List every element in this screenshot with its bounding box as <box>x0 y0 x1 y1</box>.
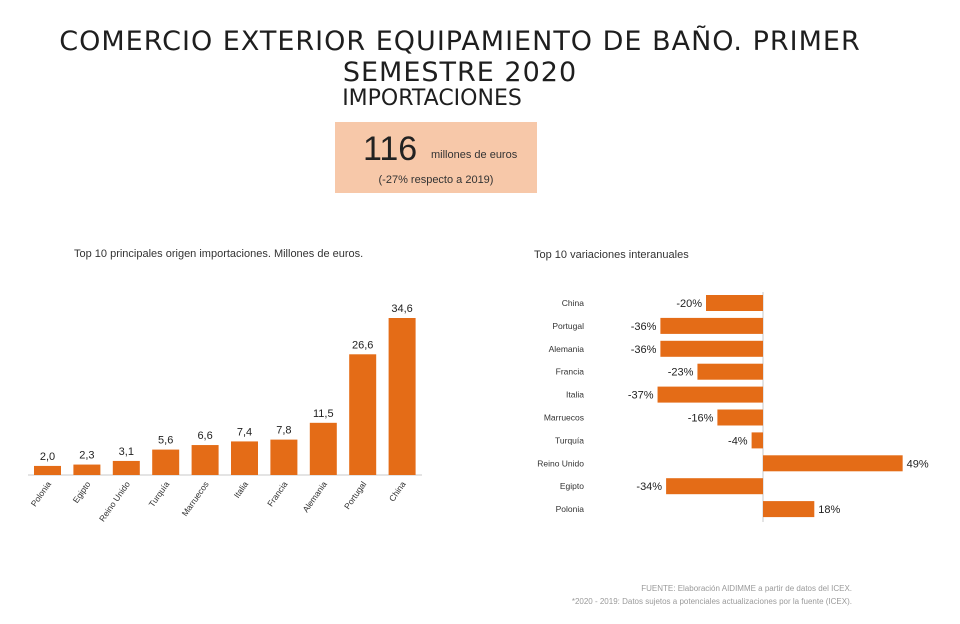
category-tick-label: China <box>562 298 584 308</box>
category-tick-label: Egipto <box>560 481 584 491</box>
bar-value-label: -4% <box>728 435 748 447</box>
hbar-italia <box>657 386 763 403</box>
bar-value-label: -20% <box>676 298 702 310</box>
category-tick-label: Francia <box>556 367 585 377</box>
bar-value-label: -37% <box>628 390 654 402</box>
bar-value-label: 3,1 <box>119 446 134 458</box>
right-chart-title: Top 10 variaciones interanuales <box>534 249 689 261</box>
hbar-alemania <box>660 340 763 357</box>
category-tick-label: Portugal <box>342 479 368 511</box>
category-tick-label: Turquía <box>147 479 172 509</box>
bar-value-label: -23% <box>668 367 694 379</box>
category-tick-label: Reino Unido <box>537 458 584 468</box>
bar-francia <box>270 439 298 475</box>
source-note: FUENTE: Elaboración AIDIMME a partir de … <box>641 584 852 593</box>
hbar-egipto <box>666 478 763 495</box>
bar-value-label: 2,3 <box>79 450 94 462</box>
kpi-change: (-27% respecto a 2019) <box>378 174 494 186</box>
category-tick-label: Portugal <box>552 321 584 331</box>
category-tick-label: Polonia <box>29 479 54 508</box>
data-note: *2020 - 2019: Datos sujetos a potenciale… <box>571 597 852 606</box>
category-tick-label: Marruecos <box>544 413 584 423</box>
bar-value-label: -36% <box>631 344 657 356</box>
bar-portugal <box>349 354 377 475</box>
category-tick-label: Polonia <box>556 504 585 514</box>
bar-italia <box>231 441 258 475</box>
bar-polonia <box>34 465 61 475</box>
category-tick-label: Marruecos <box>180 479 211 518</box>
category-tick-label: Italia <box>566 390 584 400</box>
bar-alemania <box>309 422 337 475</box>
bar-value-label: 2,0 <box>40 451 55 463</box>
hbar-reino-unido <box>763 455 903 472</box>
category-tick-label: Turquía <box>555 435 584 445</box>
category-tick-label: Alemania <box>549 344 585 354</box>
hbar-francia <box>697 363 763 380</box>
bar-value-label: 49% <box>907 458 929 470</box>
bar-value-label: -16% <box>688 413 714 425</box>
category-tick-label: Reino Unido <box>97 479 132 523</box>
bar-china <box>388 318 416 475</box>
page-title: COMERCIO EXTERIOR EQUIPAMIENTO DE BAÑO. … <box>59 26 861 88</box>
hbar-polonia <box>763 501 815 518</box>
category-tick-label: Francia <box>265 479 290 508</box>
bar-egipto <box>73 464 101 475</box>
bar-value-label: 7,8 <box>276 425 291 437</box>
kpi-unit: millones de euros <box>431 149 518 161</box>
hbar-china <box>706 295 763 311</box>
section-title: IMPORTACIONES <box>342 86 522 111</box>
bar-reino-unido <box>112 460 140 475</box>
hbar-portugal <box>660 317 763 334</box>
hbar-marruecos <box>717 409 763 426</box>
bar-value-label: 6,6 <box>197 430 212 442</box>
category-tick-label: Alemania <box>300 479 329 514</box>
kpi-value: 116 <box>363 130 418 168</box>
left-chart-title: Top 10 principales origen importaciones.… <box>74 248 364 260</box>
category-tick-label: China <box>387 479 408 503</box>
bar-value-label: -36% <box>631 321 657 333</box>
hbar-turquía <box>751 432 763 449</box>
category-tick-label: Egipto <box>71 479 93 505</box>
bar-value-label: 18% <box>818 504 840 516</box>
bar-marruecos <box>191 445 219 475</box>
bar-value-label: 7,4 <box>237 426 252 438</box>
bar-value-label: 34,6 <box>391 303 412 315</box>
category-tick-label: Italia <box>232 479 251 500</box>
bar-value-label: 11,5 <box>313 408 334 420</box>
bar-value-label: 5,6 <box>158 435 173 447</box>
bar-turquía <box>152 449 180 475</box>
kpi-box: 116 millones de euros (-27% respecto a 2… <box>335 122 537 193</box>
bar-value-label: 26,6 <box>352 339 373 351</box>
bar-value-label: -34% <box>636 481 662 493</box>
